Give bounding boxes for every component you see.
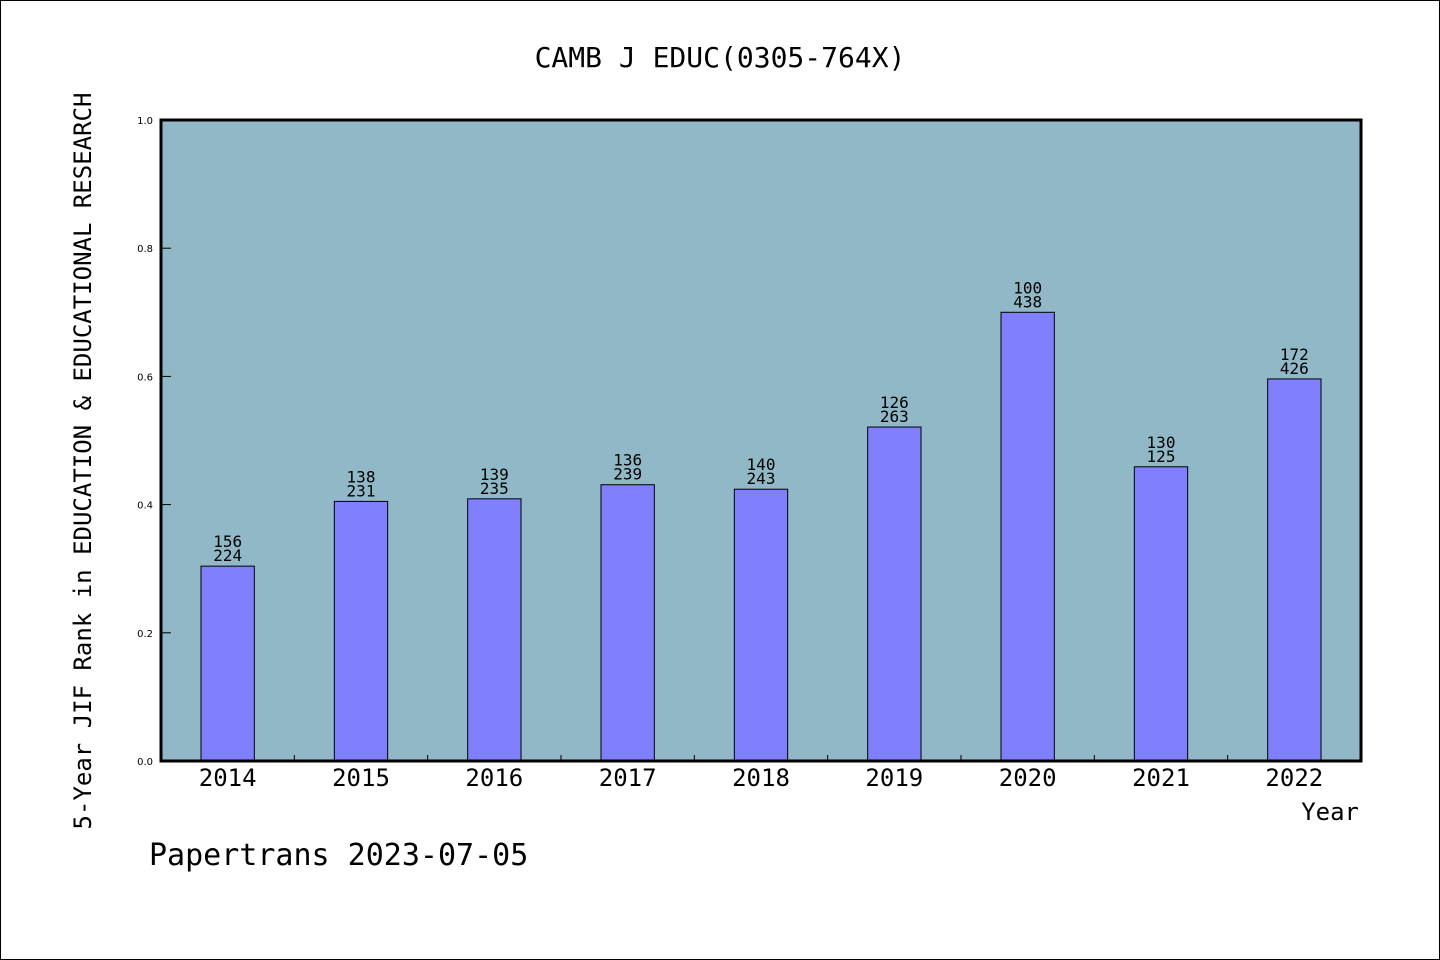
- y-tick-label: 0.2: [137, 629, 153, 640]
- bar-2020: [1000, 311, 1055, 762]
- x-tick-label-2016: 2016: [465, 764, 523, 792]
- x-tick-label-2014: 2014: [199, 764, 257, 792]
- bar-2014: [200, 565, 255, 762]
- y-tick-label: 0.8: [137, 244, 153, 255]
- bar-2016: [467, 498, 522, 762]
- bar-label-rank-2018: 140: [747, 455, 776, 474]
- x-tick-label-2015: 2015: [332, 764, 390, 792]
- bar-label-rank-2020: 100: [1013, 278, 1042, 297]
- x-tick-label-2018: 2018: [732, 764, 790, 792]
- x-tick-label-2020: 2020: [999, 764, 1057, 792]
- y-tick-label: 0.0: [137, 757, 153, 768]
- chart-title: CAMB J EDUC(0305-764X): [535, 41, 906, 74]
- bar-label-total-2019: 263: [880, 407, 909, 426]
- bar-label-total-2022: 426: [1280, 359, 1309, 378]
- x-axis-title: Year: [1301, 798, 1359, 826]
- bar-label-total-2018: 243: [747, 469, 776, 488]
- y-tick-label: 0.6: [137, 372, 153, 383]
- bar-label-total-2015: 231: [347, 481, 376, 500]
- bar-2015: [333, 500, 389, 762]
- x-tick-label-2017: 2017: [599, 764, 657, 792]
- bar-label-rank-2014: 156: [213, 532, 242, 551]
- bar-label-rank-2019: 126: [880, 393, 909, 412]
- bars-layer: [200, 311, 1322, 762]
- bar-label-total-2021: 125: [1147, 447, 1176, 466]
- bar-label-rank-2017: 136: [613, 451, 642, 470]
- x-tick-label-2019: 2019: [865, 764, 923, 792]
- bar-2018: [733, 488, 789, 762]
- x-tick-label-2022: 2022: [1265, 764, 1323, 792]
- x-axis: 2014 2015 2016 2017 2018 2019 2020 2021 2022: [199, 755, 1323, 792]
- bar-2017: [600, 484, 655, 762]
- x-tick-label-2021: 2021: [1132, 764, 1190, 792]
- bar-2022: [1267, 378, 1322, 762]
- y-axis-title: 5-Year JIF Rank in EDUCATION & EDUCATION…: [69, 93, 97, 830]
- footer-credit: Papertrans 2023-07-05: [149, 838, 528, 873]
- bar-label-rank-2016: 139: [480, 465, 509, 484]
- y-tick-label: 1.0: [137, 116, 153, 127]
- bar-2019: [867, 426, 922, 762]
- bar-label-rank-2015: 138: [347, 467, 376, 486]
- plot-frame: [159, 118, 1363, 763]
- bar-2021: [1133, 466, 1189, 762]
- bar-label-total-2020: 438: [1013, 292, 1042, 311]
- bar-label-total-2017: 239: [613, 465, 642, 484]
- bar-label-rank-2021: 130: [1147, 433, 1176, 452]
- y-tick-label: 0.4: [137, 501, 153, 512]
- bar-label-total-2014: 224: [213, 546, 242, 565]
- bar-label-rank-2022: 172: [1280, 345, 1309, 364]
- bar-label-total-2016: 235: [480, 479, 509, 498]
- bar-labels-layer: 1562241382311392351362391402431262631004…: [213, 278, 1309, 565]
